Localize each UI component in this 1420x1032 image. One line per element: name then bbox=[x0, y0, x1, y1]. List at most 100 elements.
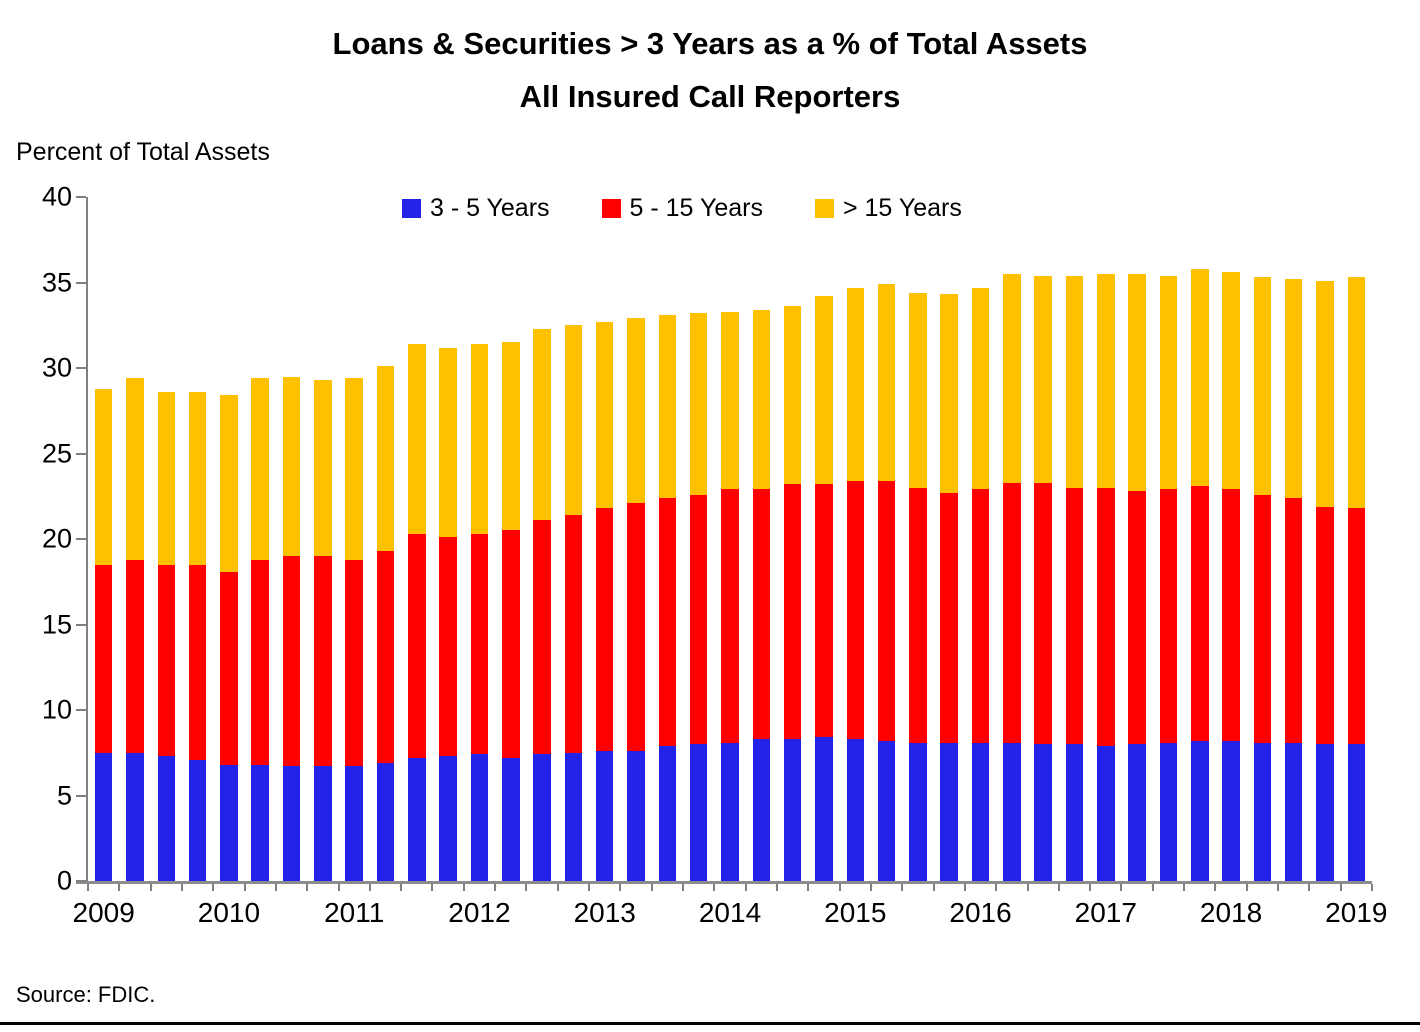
bar-segment bbox=[1128, 744, 1146, 881]
y-axis-tick bbox=[76, 196, 86, 198]
legend-swatch-icon bbox=[601, 199, 621, 218]
bar-segment bbox=[815, 296, 833, 485]
bar-segment bbox=[1065, 275, 1084, 488]
stacked-bar bbox=[470, 344, 489, 881]
x-axis-tick bbox=[180, 884, 183, 891]
stacked-bar bbox=[1034, 275, 1052, 881]
bar-segment bbox=[658, 497, 677, 746]
bar-2016-Q3 bbox=[1028, 197, 1059, 881]
bar-segment bbox=[502, 342, 520, 531]
bar-segment bbox=[877, 284, 896, 481]
bar-segment bbox=[1347, 508, 1366, 745]
bar-2011-Q2 bbox=[370, 197, 401, 881]
y-axis-tick bbox=[76, 367, 86, 369]
bar-segment bbox=[314, 556, 332, 767]
y-axis-tick bbox=[76, 538, 86, 540]
y-axis-tick-label: 15 bbox=[41, 609, 72, 639]
x-axis-tick bbox=[1089, 884, 1092, 891]
bar-segment bbox=[1065, 487, 1084, 745]
stacked-bar bbox=[752, 309, 771, 881]
y-axis-tick-label: 10 bbox=[41, 694, 72, 725]
x-axis-tick bbox=[368, 884, 371, 891]
x-axis-year-label: 2015 bbox=[824, 897, 887, 928]
x-axis-tick bbox=[588, 884, 591, 891]
y-axis-tick-label: 0 bbox=[56, 865, 72, 896]
legend-item-1: 3 - 5 Years bbox=[402, 194, 550, 223]
bar-2016-Q4 bbox=[1059, 197, 1090, 881]
bar-segment bbox=[345, 766, 363, 881]
bar-segment bbox=[1065, 744, 1084, 881]
stacked-bar bbox=[564, 325, 583, 881]
bar-segment bbox=[595, 321, 614, 509]
bar-segment bbox=[94, 752, 113, 881]
bar-segment bbox=[940, 294, 958, 493]
bar-segment bbox=[314, 766, 332, 881]
bar-segment bbox=[157, 564, 176, 757]
x-axis-year-label: 2019 bbox=[1325, 897, 1388, 928]
bar-segment bbox=[689, 744, 708, 881]
stacked-bar bbox=[595, 321, 614, 881]
bar-2017-Q1 bbox=[1090, 197, 1121, 881]
bar-segment bbox=[188, 564, 207, 760]
bar-segment bbox=[126, 752, 144, 881]
x-axis-year-label: 2009 bbox=[72, 897, 135, 928]
bar-segment bbox=[752, 739, 771, 881]
plot-area: 0 5 10 15 20 25 30 35 40 2009 2010 2011 2012 2013 2014… bbox=[42, 182, 1388, 929]
bar-segment bbox=[470, 533, 489, 755]
stacked-bar bbox=[940, 294, 958, 881]
bar-2011-Q3 bbox=[401, 197, 432, 881]
bar-segment bbox=[940, 492, 958, 743]
bar-segment bbox=[1003, 742, 1021, 881]
bar-segment bbox=[376, 366, 395, 551]
bar-segment bbox=[815, 484, 833, 738]
bar-2019-Q1 bbox=[1341, 197, 1372, 881]
bar-segment bbox=[846, 739, 865, 881]
bar-2018-Q2 bbox=[1247, 197, 1278, 881]
stacked-bar bbox=[846, 287, 865, 881]
stacked-bar bbox=[188, 391, 207, 881]
bar-segment bbox=[470, 754, 489, 881]
stacked-bar bbox=[1159, 275, 1178, 881]
bar-segment bbox=[314, 379, 332, 557]
stacked-bar bbox=[627, 318, 645, 881]
bar-segment bbox=[282, 376, 301, 557]
bar-segment bbox=[220, 764, 238, 881]
bar-segment bbox=[251, 378, 269, 560]
bar-segment bbox=[1222, 272, 1240, 490]
bar-segment bbox=[1128, 491, 1146, 745]
bar-segment bbox=[971, 742, 990, 881]
x-axis-tick bbox=[932, 884, 935, 891]
bar-segment bbox=[971, 489, 990, 743]
stacked-bar bbox=[126, 378, 144, 881]
x-axis-tick bbox=[306, 884, 309, 891]
bar-segment bbox=[1097, 487, 1115, 746]
chart-title: Loans & Securities > 3 Years as a % of T… bbox=[332, 26, 1088, 61]
bar-2013-Q1 bbox=[589, 197, 620, 881]
bar-segment bbox=[689, 494, 708, 745]
bar-segment bbox=[376, 763, 395, 881]
bar-segment bbox=[595, 508, 614, 752]
x-axis-tick bbox=[1371, 884, 1373, 891]
bar-segment bbox=[564, 325, 583, 516]
bar-segment bbox=[1034, 482, 1052, 745]
stacked-bar bbox=[815, 296, 833, 881]
bar-segment bbox=[157, 391, 176, 565]
bar-segment bbox=[282, 556, 301, 767]
bar-segment bbox=[752, 489, 771, 740]
legend-item-2: 5 - 15 Years bbox=[601, 194, 763, 223]
x-axis-tick bbox=[1339, 884, 1342, 891]
bar-2016-Q1 bbox=[965, 197, 996, 881]
bar-segment bbox=[877, 480, 896, 741]
x-axis-tick bbox=[87, 884, 89, 891]
x-axis-tick bbox=[1214, 884, 1217, 891]
x-axis-tick bbox=[619, 884, 622, 891]
bar-segment bbox=[627, 751, 645, 881]
bar-segment bbox=[783, 484, 802, 740]
y-axis-tick bbox=[76, 623, 86, 626]
bar-segment bbox=[1159, 742, 1178, 881]
bar-2012-Q2 bbox=[495, 197, 526, 881]
y-axis-tick-label: 20 bbox=[41, 523, 72, 554]
bar-2012-Q3 bbox=[526, 197, 557, 881]
x-axis-tick bbox=[462, 884, 465, 891]
x-axis-tick bbox=[650, 884, 653, 891]
